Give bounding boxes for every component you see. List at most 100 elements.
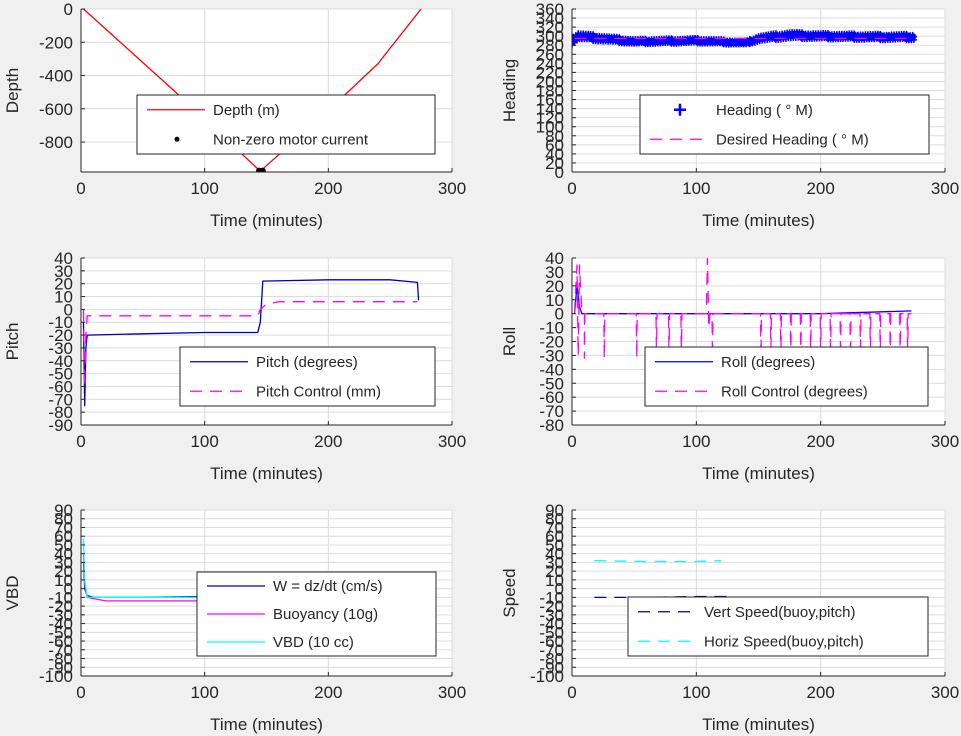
series-group — [594, 560, 732, 599]
legend-entry-label: Heading ( ° M) — [716, 102, 813, 119]
x-tick-label: 0 — [76, 683, 85, 702]
y-tick-label: -200 — [39, 33, 73, 52]
y-tick-label: 0 — [64, 580, 73, 599]
chart-panel-1: 0 100 200 300 0 -200 -400 -600 -800 Time (minutes… — [3, 0, 466, 230]
y-tick-label: 40 — [54, 249, 73, 268]
legend-entry-label: Buoyancy (10g) — [273, 606, 378, 623]
x-tick-label: 300 — [931, 683, 959, 702]
x-axis-label: Time (minutes) — [702, 464, 815, 483]
y-tick-label: -20 — [539, 597, 564, 616]
y-tick-label: 260 — [536, 45, 564, 64]
y-tick-label: 70 — [545, 518, 564, 537]
y-tick-label: 40 — [545, 145, 564, 164]
y-tick-label: -40 — [539, 360, 564, 379]
x-axis-label: Time (minutes) — [702, 715, 815, 734]
y-tick-label: -70 — [539, 402, 564, 421]
chart-panel-2: 0 100 200 300020406080100120140160180200220… — [500, 0, 959, 230]
x-tick-label: 100 — [190, 179, 218, 198]
y-tick-label: 320 — [536, 18, 564, 37]
y-tick-label: 80 — [54, 510, 73, 529]
y-tick-label: -70 — [539, 641, 564, 660]
y-tick-label: -10 — [539, 319, 564, 338]
x-tick-label: 100 — [682, 432, 710, 451]
legend-box — [179, 346, 436, 407]
legend-marker-plus — [674, 103, 686, 116]
y-tick-label: 0 — [64, 300, 73, 319]
legend-entry-label: Pitch Control (mm) — [256, 383, 381, 400]
x-tick-label: 100 — [682, 683, 710, 702]
series-2-line — [82, 301, 418, 388]
x-axis-label: Time (minutes) — [210, 715, 323, 734]
y-tick-label: 40 — [54, 545, 73, 564]
y-tick-label: -20 — [539, 333, 564, 352]
series-2-line — [573, 258, 912, 359]
y-tick-label: 140 — [536, 100, 564, 119]
legend: Depth (m) Non-zero motor current — [136, 94, 436, 155]
legend-entry-label: W = dz/dt (cm/s) — [273, 578, 383, 595]
y-tick-label: -60 — [539, 632, 564, 651]
y-tick-label: 340 — [536, 9, 564, 28]
x-axis-label: Time (minutes) — [702, 211, 815, 230]
legend-entry-label: Pitch (degrees) — [256, 354, 358, 371]
y-tick-label: -30 — [539, 346, 564, 365]
x-tick-label: 300 — [931, 432, 959, 451]
chart-panel-3: 0 100 200 300403020100-10-20-30-40-50-60-70… — [3, 249, 466, 483]
y-tick-label: -70 — [48, 390, 73, 409]
x-tick-label: 0 — [567, 432, 576, 451]
y-tick-label: -20 — [48, 326, 73, 345]
data-point — [259, 167, 266, 172]
legend-marker-dot — [174, 136, 180, 142]
x-tick-label: 0 — [76, 432, 85, 451]
legend-box — [644, 346, 929, 407]
y-tick-label: -20 — [48, 597, 73, 616]
y-tick-label: -40 — [48, 615, 73, 634]
y-tick-label: -60 — [48, 377, 73, 396]
y-tick-label: 100 — [536, 118, 564, 137]
y-tick-label: -10 — [48, 313, 73, 332]
y-tick-label: -90 — [48, 658, 73, 677]
y-tick-label: 90 — [545, 501, 564, 520]
legend-entry-label: Depth (m) — [213, 102, 280, 119]
y-tick-label: 60 — [545, 136, 564, 155]
y-tick-label: -30 — [539, 606, 564, 625]
x-tick-label: 200 — [806, 179, 834, 198]
x-tick-label: 100 — [190, 432, 218, 451]
chart-panel-4: 0 100 200 300403020100-10-20-30-40-50-60-70… — [500, 249, 959, 483]
y-tick-label: 30 — [54, 553, 73, 572]
y-tick-label: 20 — [545, 154, 564, 173]
y-tick-label: 200 — [536, 72, 564, 91]
y-tick-label: 50 — [54, 536, 73, 555]
y-tick-label: 160 — [536, 91, 564, 110]
y-tick-label: 60 — [545, 527, 564, 546]
legend: Vert Speed(buoy,pitch) Horiz Speed(buoy,p… — [627, 596, 929, 657]
y-tick-label: -50 — [539, 374, 564, 393]
legend: Pitch (degrees) Pitch Control (mm) — [179, 346, 436, 407]
y-tick-label: 0 — [555, 305, 564, 324]
y-tick-label: 90 — [54, 501, 73, 520]
y-tick-label: -80 — [48, 403, 73, 422]
x-tick-label: 300 — [931, 179, 959, 198]
y-tick-label: -90 — [539, 658, 564, 677]
y-tick-label: 80 — [545, 127, 564, 146]
y-tick-label: 0 — [555, 580, 564, 599]
series-2-line — [594, 560, 722, 563]
y-tick-label: 20 — [545, 277, 564, 296]
y-tick-label: 50 — [545, 536, 564, 555]
y-tick-label: 40 — [545, 249, 564, 268]
legend: W = dz/dt (cm/s) Buoyancy (10g) VBD (10 cc… — [196, 571, 437, 657]
series-1-line — [594, 595, 732, 599]
x-tick-label: 200 — [314, 179, 342, 198]
y-tick-label: -60 — [539, 388, 564, 407]
chart-panel-6: 0 100 200 3009080706050403020100-10-20-30-4… — [500, 501, 959, 734]
legend-entry-label: Horiz Speed(buoy,pitch) — [704, 633, 864, 650]
series-group — [573, 258, 912, 359]
x-tick-label: 300 — [438, 683, 466, 702]
y-tick-label: -10 — [48, 588, 73, 607]
y-tick-label: 360 — [536, 0, 564, 19]
x-tick-label: 200 — [806, 683, 834, 702]
legend-entry-label: Roll (degrees) — [721, 354, 815, 371]
y-axis-label: Depth — [3, 68, 22, 113]
legend-entry-label: Vert Speed(buoy,pitch) — [704, 604, 855, 621]
x-tick-label: 200 — [314, 432, 342, 451]
series-group — [82, 279, 420, 407]
